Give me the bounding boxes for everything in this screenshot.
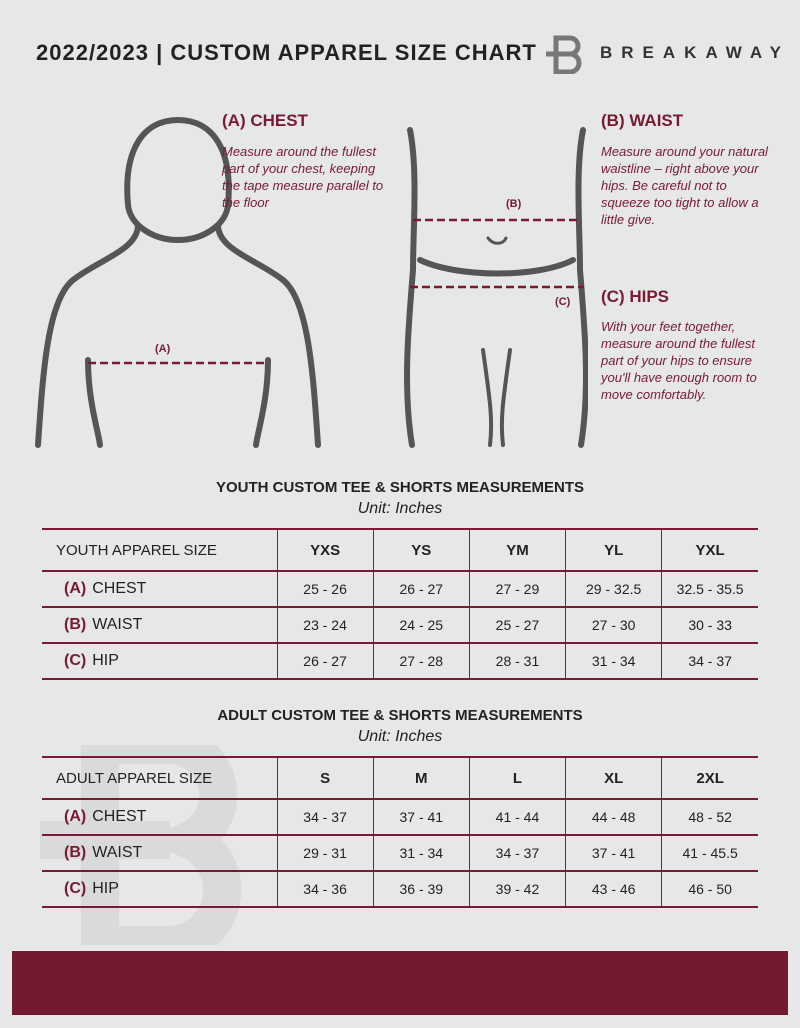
row-label: (C) HIP — [42, 642, 277, 680]
measurement-cell: 24 - 25 — [372, 606, 470, 644]
waist-marker: (B) — [506, 198, 522, 210]
measurement-cell: 27 - 29 — [468, 570, 566, 608]
measurement-cell: 37 - 41 — [565, 834, 662, 872]
size-header: YS — [372, 528, 470, 572]
measurement-cell: 41 - 45.5 — [661, 834, 758, 872]
size-header: YL — [565, 528, 662, 572]
hips-description: With your feet together, measure around … — [601, 319, 757, 402]
size-header: L — [468, 756, 566, 800]
measurement-cell: 28 - 31 — [468, 642, 566, 680]
waist-description: Measure around your natural waistline – … — [601, 144, 768, 227]
measurement-cell: 36 - 39 — [372, 870, 470, 908]
header-label: ADULT APPAREL SIZE — [42, 756, 277, 800]
measure-code: (B) — [64, 844, 87, 861]
measure-name: HIP — [92, 880, 119, 897]
measurement-cell: 27 - 30 — [565, 606, 662, 644]
measurement-cell: 37 - 41 — [372, 798, 470, 836]
size-header: S — [276, 756, 374, 800]
table-row: (B) WAIST 23 - 24 24 - 25 25 - 27 27 - 30 30 -… — [42, 606, 758, 644]
youth-size-table: YOUTH APPAREL SIZE YXS YS YM YL YXL (A) CHEST 25… — [42, 528, 758, 680]
row-label: (C) HIP — [42, 870, 277, 908]
row-label: (A) CHEST — [42, 798, 277, 836]
youth-table-title: YOUTH CUSTOM TEE & SHORTS MEASUREMENTS — [215, 479, 585, 496]
measurement-cell: 23 - 24 — [276, 606, 374, 644]
table-header-row: ADULT APPAREL SIZE S M L XL 2XL — [42, 756, 758, 800]
size-header: YM — [468, 528, 566, 572]
measure-name: CHEST — [92, 808, 147, 825]
hips-marker: (C) — [555, 296, 571, 308]
footer-bar — [12, 951, 788, 1015]
brand-name: BREAKAWAY — [600, 43, 790, 62]
measurement-cell: 26 - 27 — [276, 642, 374, 680]
chest-marker: (A) — [155, 343, 171, 355]
adult-size-table: ADULT APPAREL SIZE S M L XL 2XL (A) CHEST 34 - 3… — [42, 756, 758, 908]
table-row: (A) CHEST 34 - 37 37 - 41 41 - 44 44 - 48 48 -… — [42, 798, 758, 836]
measure-name: WAIST — [92, 844, 143, 861]
measurement-cell: 48 - 52 — [661, 798, 758, 836]
size-header: XL — [565, 756, 662, 800]
measurement-cell: 41 - 44 — [468, 798, 566, 836]
table-row: (A) CHEST 25 - 26 26 - 27 27 - 29 29 - 32.5 32… — [42, 570, 758, 608]
size-header: YXL — [661, 528, 758, 572]
measurement-cell: 29 - 31 — [276, 834, 374, 872]
measure-name: WAIST — [92, 616, 143, 633]
adult-unit: Unit: Inches — [357, 728, 443, 745]
measurement-cell: 27 - 28 — [372, 642, 470, 680]
measure-code: (A) — [64, 580, 87, 597]
measure-name: CHEST — [92, 580, 147, 597]
chest-heading: (A) CHEST — [222, 111, 308, 130]
measure-name: HIP — [92, 652, 119, 669]
youth-unit: Unit: Inches — [357, 500, 443, 517]
measurement-cell: 26 - 27 — [372, 570, 470, 608]
measure-code: (B) — [64, 616, 87, 633]
measure-code: (C) — [64, 880, 87, 897]
measurement-cell: 29 - 32.5 — [565, 570, 662, 608]
measurement-cell: 43 - 46 — [565, 870, 662, 908]
table-row: (C) HIP 26 - 27 27 - 28 28 - 31 31 - 34 34 - 3… — [42, 642, 758, 680]
measure-code: (C) — [64, 652, 87, 669]
chest-description: Measure around the fullest part of your … — [222, 144, 384, 210]
size-header: M — [372, 756, 470, 800]
page-title: 2022/2023 | CUSTOM APPAREL SIZE CHART — [36, 40, 537, 65]
waist-heading: (B) WAIST — [601, 111, 684, 130]
measurement-cell: 34 - 37 — [661, 642, 758, 680]
measurement-cell: 39 - 42 — [468, 870, 566, 908]
measurement-cell: 46 - 50 — [661, 870, 758, 908]
measurement-cell: 25 - 27 — [468, 606, 566, 644]
measurement-cell: 44 - 48 — [565, 798, 662, 836]
measurement-cell: 31 - 34 — [565, 642, 662, 680]
row-label: (B) WAIST — [42, 834, 277, 872]
measurement-cell: 32.5 - 35.5 — [661, 570, 758, 608]
table-row: (B) WAIST 29 - 31 31 - 34 34 - 37 37 - 41 41 -… — [42, 834, 758, 872]
body-measurement-illustration — [35, 116, 588, 448]
size-header: YXS — [276, 528, 374, 572]
row-label: (A) CHEST — [42, 570, 277, 608]
measurement-cell: 31 - 34 — [372, 834, 470, 872]
header-label: YOUTH APPAREL SIZE — [42, 528, 277, 572]
measure-code: (A) — [64, 808, 87, 825]
row-label: (B) WAIST — [42, 606, 277, 644]
measurement-cell: 25 - 26 — [276, 570, 374, 608]
adult-table-title: ADULT CUSTOM TEE & SHORTS MEASUREMENTS — [217, 707, 583, 724]
measurement-cell: 30 - 33 — [661, 606, 758, 644]
hips-heading: (C) HIPS — [601, 287, 669, 306]
breakaway-logo-icon — [546, 35, 582, 74]
measurement-cell: 34 - 37 — [276, 798, 374, 836]
measurement-cell: 34 - 37 — [468, 834, 566, 872]
measurement-cell: 34 - 36 — [276, 870, 374, 908]
table-row: (C) HIP 34 - 36 36 - 39 39 - 42 43 - 46 46 - 5… — [42, 870, 758, 908]
table-header-row: YOUTH APPAREL SIZE YXS YS YM YL YXL — [42, 528, 758, 572]
size-header: 2XL — [661, 756, 758, 800]
